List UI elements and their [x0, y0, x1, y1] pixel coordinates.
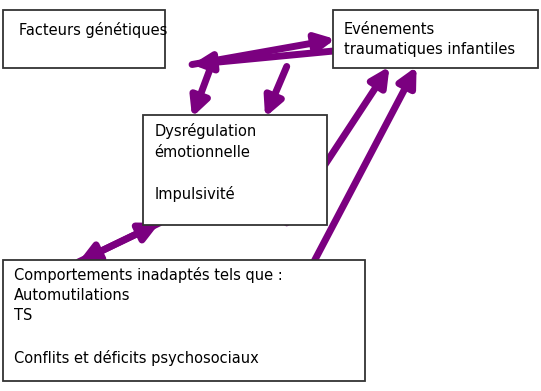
- Text: Comportements inadaptés tels que :
Automutilations
TS

Conflits et déficits psyc: Comportements inadaptés tels que : Autom…: [14, 267, 282, 366]
- Text: Dysrégulation
émotionnelle

Impulsivité: Dysrégulation émotionnelle Impulsivité: [154, 123, 256, 202]
- Text: Evénements
traumatiques infantiles: Evénements traumatiques infantiles: [344, 22, 514, 57]
- FancyBboxPatch shape: [3, 10, 165, 68]
- Text: Facteurs génétiques: Facteurs génétiques: [19, 22, 167, 38]
- FancyBboxPatch shape: [3, 260, 365, 381]
- FancyBboxPatch shape: [143, 115, 327, 225]
- FancyBboxPatch shape: [333, 10, 538, 68]
